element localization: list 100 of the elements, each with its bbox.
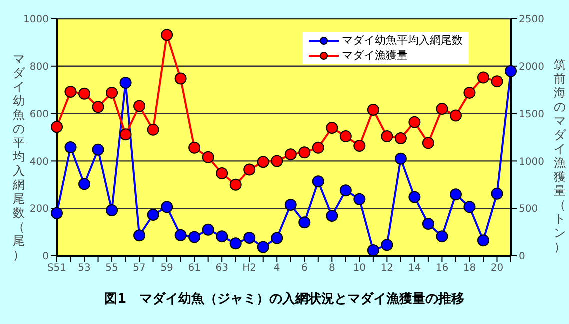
legend-label: マダイ漁獲量 [342,48,408,63]
point [312,176,324,188]
point [92,144,104,156]
point [450,188,462,201]
y-tick-label: 1000 [24,14,49,26]
point [436,103,448,116]
point [422,218,434,230]
point [244,164,256,176]
point [394,152,407,165]
text: 筑前海のマダイ漁獲量（トン） [554,58,566,254]
point [326,122,338,134]
point [257,241,270,254]
text: マダイ幼魚の平均入網尾数（尾） [13,52,25,262]
point [51,121,63,134]
point [340,184,352,197]
point [64,86,77,98]
point [106,86,118,99]
point [92,101,104,114]
x-tick-label: S51 [47,263,67,274]
point [174,229,187,242]
x-tick-label: 14 [408,263,422,274]
x-tick-label: 8 [328,263,336,274]
y2-tick-label: 1500 [519,109,544,120]
point [408,191,421,204]
point [147,209,160,221]
point [394,132,407,144]
point [491,76,504,88]
point [436,230,448,243]
point [134,230,146,242]
x-tick-label: 16 [436,263,449,274]
x-tick-label: 18 [463,263,476,274]
point [230,238,242,250]
y2-tick-label: 2500 [519,14,544,26]
point [202,151,214,164]
point [367,104,380,116]
point [284,148,297,161]
point [381,239,394,252]
point [491,188,504,200]
y-tick-label: 0 [42,252,49,263]
point [64,141,77,154]
text: 図1 マダイ幼魚（ジャミ）の入網状況とマダイ漁獲量の推移 [103,290,466,308]
point [174,72,187,85]
point [464,86,476,99]
point [505,65,517,78]
y-tick-label: 800 [30,62,49,73]
point [188,231,201,244]
point [216,230,228,243]
point [78,178,91,190]
point [381,130,394,143]
x-tick-label: 20 [490,263,504,274]
y-tick-label: 400 [30,156,49,168]
point [477,72,490,84]
y2-tick-label: 2000 [519,62,544,73]
y2-tick-label: 500 [519,204,538,216]
point [477,234,490,247]
x-tick-label: 63 [216,263,228,274]
point [354,193,366,206]
point [134,100,146,112]
legend-label: マダイ幼魚平均入網尾数 [342,33,463,48]
point [202,224,214,236]
x-tick-label: 53 [78,263,91,274]
x-tick-label: 10 [353,263,366,274]
x-tick-label: 61 [188,263,201,274]
point [230,178,242,191]
point [216,168,228,180]
point [161,29,174,42]
x-tick-label: 6 [301,263,308,274]
point [257,156,270,168]
point [284,199,297,212]
point [78,88,91,100]
y2-tick-label: 0 [519,252,526,263]
x-tick-label: 55 [106,263,118,274]
point [298,146,311,159]
y-tick-label: 600 [30,109,49,120]
point [367,244,380,256]
point [271,232,284,244]
point [408,116,421,128]
point [340,130,352,143]
point [464,201,476,214]
point [120,128,132,141]
y2-tick-label: 1000 [519,156,544,168]
point [422,137,434,150]
x-tick-label: 12 [380,263,394,274]
x-tick-label: 57 [133,263,146,274]
point [326,210,338,222]
point [51,207,63,220]
x-tick-label: 4 [274,263,280,274]
point [244,232,256,244]
point [188,142,201,154]
x-tick-label: H2 [242,263,257,274]
point [106,204,118,216]
point [450,110,462,122]
x-tick-label: 59 [160,263,174,274]
point [298,216,311,229]
point [147,124,160,136]
point [271,155,284,168]
point [312,142,324,154]
point [120,76,132,89]
point [161,201,174,214]
y-tick-label: 200 [30,204,49,216]
